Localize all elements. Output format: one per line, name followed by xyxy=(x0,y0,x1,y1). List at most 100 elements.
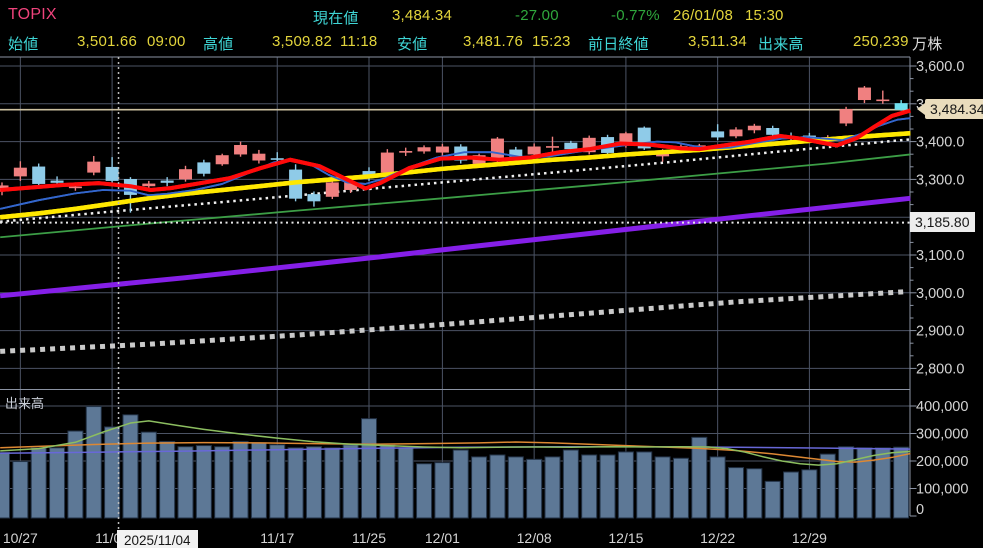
volume-bar-01/06[interactable] xyxy=(856,447,873,519)
volume-bar-12/16[interactable] xyxy=(636,451,653,519)
volume-bar-12/02[interactable] xyxy=(452,449,469,519)
svg-text:3,600.0: 3,600.0 xyxy=(916,59,964,75)
volume-bar-12/19[interactable] xyxy=(691,436,708,519)
volume-bar-12/03[interactable] xyxy=(471,456,488,519)
volume-bar-12/18[interactable] xyxy=(672,457,689,519)
candle-01/05[interactable] xyxy=(839,106,853,127)
volume-bar-10/28[interactable] xyxy=(30,447,47,519)
candle-12/24[interactable] xyxy=(747,123,761,134)
candle-12/22[interactable] xyxy=(711,124,725,141)
candle-11/05[interactable] xyxy=(123,177,137,213)
candle-11/04[interactable] xyxy=(105,157,119,186)
svg-text:11/17: 11/17 xyxy=(260,530,294,546)
volume-bar-10/30[interactable] xyxy=(67,430,84,519)
candle-10/28[interactable] xyxy=(32,163,46,187)
volume-bar-12/26[interactable] xyxy=(783,471,800,519)
volume-pane-label: 出来高 xyxy=(5,396,45,411)
volume-bar-11/12[interactable] xyxy=(214,446,231,519)
volume-bar-11/28[interactable] xyxy=(416,463,433,519)
volume-bar-11/21[interactable] xyxy=(342,444,359,519)
svg-text:10/27: 10/27 xyxy=(3,530,38,546)
volume-bar-11/19[interactable] xyxy=(305,446,322,519)
candle-10/27[interactable] xyxy=(13,161,27,181)
candle-11/20[interactable] xyxy=(325,179,339,200)
volume-label: 出来高 xyxy=(758,36,804,53)
volume-bar-12/11[interactable] xyxy=(581,454,598,519)
candle-12/23[interactable] xyxy=(729,127,743,139)
volume-bar-12/25[interactable] xyxy=(764,480,781,519)
candle-11/10[interactable] xyxy=(179,165,192,182)
volume-bar-01/05[interactable] xyxy=(838,446,855,519)
volume-bar-01/08[interactable] xyxy=(893,446,910,519)
candle-11/26[interactable] xyxy=(380,149,394,175)
candle-11/19[interactable] xyxy=(307,191,321,207)
svg-text:2,800.0: 2,800.0 xyxy=(916,361,964,377)
volume-bar-12/23[interactable] xyxy=(728,467,744,519)
volume-bar-11/05[interactable] xyxy=(122,414,139,519)
volume-bar-12/17[interactable] xyxy=(654,456,671,519)
volume-bar-12/29[interactable] xyxy=(801,469,818,519)
volume-bar-10/24[interactable] xyxy=(0,451,10,519)
volume-bar-12/12[interactable] xyxy=(599,454,616,519)
volume-bar-11/10[interactable] xyxy=(177,446,194,519)
volume-bars xyxy=(0,406,910,519)
prev-close-value: 3,511.34 xyxy=(688,33,747,50)
low-value: 3,481.76 xyxy=(463,33,523,50)
volume-bar-12/15[interactable] xyxy=(617,451,634,519)
volume-bar-11/26[interactable] xyxy=(379,444,396,519)
volume-bar-10/27[interactable] xyxy=(12,461,29,519)
volume-bar-11/07[interactable] xyxy=(159,440,176,519)
volume-bar-12/22[interactable] xyxy=(709,456,726,519)
open-label: 始値 xyxy=(8,36,39,53)
candle-01/07[interactable] xyxy=(876,90,890,104)
candle-11/28[interactable] xyxy=(417,145,431,154)
volume-bar-12/05[interactable] xyxy=(507,456,524,519)
current-price-value: 3,484.34 xyxy=(392,7,452,24)
prev-close-label: 前日終値 xyxy=(588,36,649,53)
svg-text:0: 0 xyxy=(916,502,924,518)
candle-11/27[interactable] xyxy=(399,147,413,156)
svg-text:12/29: 12/29 xyxy=(792,530,827,546)
volume-bar-12/30[interactable] xyxy=(819,453,836,519)
volume-bar-11/13[interactable] xyxy=(232,440,249,519)
candle-01/08[interactable] xyxy=(894,100,908,111)
svg-text:200,000: 200,000 xyxy=(916,454,968,470)
candle-12/08[interactable] xyxy=(527,143,541,157)
volume-bar-11/20[interactable] xyxy=(324,447,341,519)
candle-11/11[interactable] xyxy=(197,159,211,177)
candle-12/01[interactable] xyxy=(435,143,449,156)
volume-bar-11/25[interactable] xyxy=(361,418,377,519)
low-time: 15:23 xyxy=(532,33,571,50)
volume-bar-11/17[interactable] xyxy=(269,444,286,519)
svg-text:2,900.0: 2,900.0 xyxy=(916,324,964,340)
candle-10/31[interactable] xyxy=(87,155,101,176)
candle-11/07[interactable] xyxy=(160,177,174,187)
candle-11/13[interactable] xyxy=(234,141,248,157)
candle-12/10[interactable] xyxy=(564,140,578,151)
svg-text:3,400.0: 3,400.0 xyxy=(916,135,964,151)
candle-11/12[interactable] xyxy=(215,153,229,166)
volume-value: 250,239 xyxy=(853,33,909,50)
candle-11/14[interactable] xyxy=(252,149,266,164)
volume-bar-11/04[interactable] xyxy=(104,426,121,519)
volume-bar-12/09[interactable] xyxy=(544,456,561,519)
volume-bar-10/31[interactable] xyxy=(85,406,102,519)
candle-01/06[interactable] xyxy=(857,86,871,104)
volume-bar-11/14[interactable] xyxy=(250,442,267,519)
volume-bar-12/01[interactable] xyxy=(434,462,451,519)
volume-bar-11/06[interactable] xyxy=(140,431,157,519)
svg-text:300,000: 300,000 xyxy=(916,427,968,443)
volume-bar-12/04[interactable] xyxy=(489,454,506,519)
volume-bar-11/18[interactable] xyxy=(287,447,304,519)
volume-bar-12/08[interactable] xyxy=(526,458,543,519)
high-time: 11:18 xyxy=(340,33,378,50)
volume-bar-01/07[interactable] xyxy=(874,447,891,519)
volume-bar-10/29[interactable] xyxy=(49,447,66,519)
volume-bar-11/11[interactable] xyxy=(195,445,212,519)
cursor-date-callout: 2025/11/04 xyxy=(117,530,198,548)
volume-bar-12/10[interactable] xyxy=(562,449,579,519)
volume-bar-11/27[interactable] xyxy=(397,447,414,519)
volume-bar-12/24[interactable] xyxy=(746,468,763,519)
